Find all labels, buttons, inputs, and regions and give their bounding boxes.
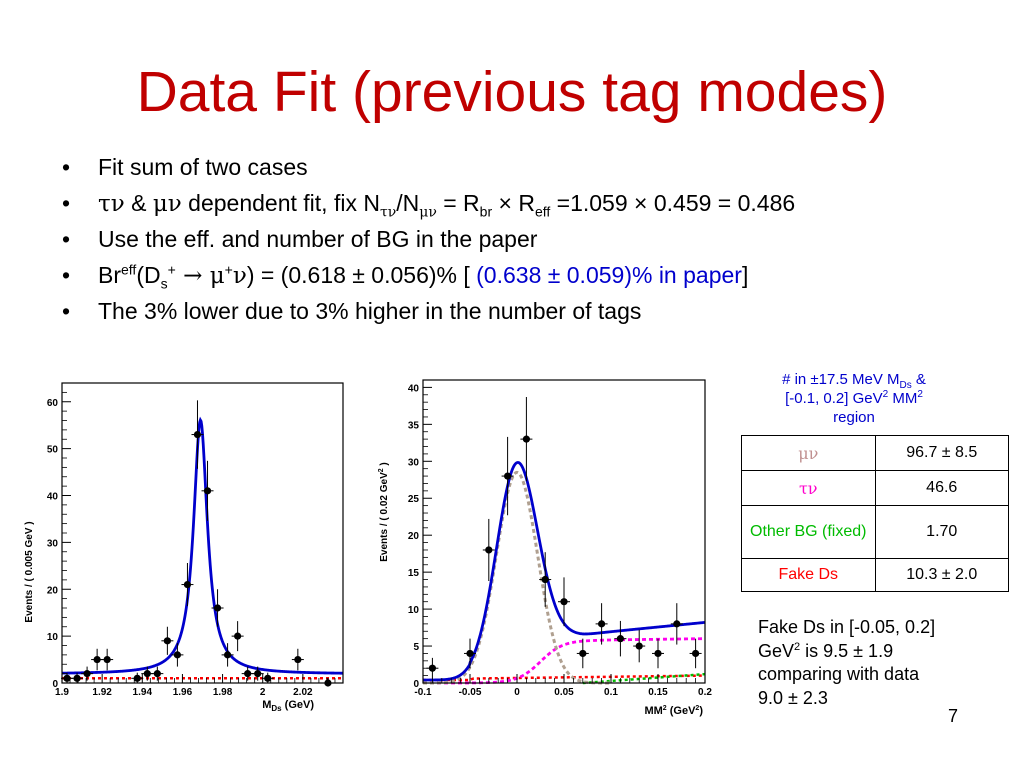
data-point [201,460,214,521]
data-point [101,648,114,671]
data-point [181,563,194,607]
table-row: μν 96.7 ± 8.5 [741,435,1009,471]
row-value: 10.3 ± 2.0 [874,558,1009,592]
x-tick-label: 0 [514,687,520,698]
data-point [131,672,144,683]
data-point [231,621,244,652]
data-point [81,666,94,681]
row-label-tau-nu: τν [741,470,876,506]
other-bg-curve [582,672,706,685]
yield-table: μν 96.7 ± 8.5 τν 46.6 Other BG (fixed) 1… [741,435,1009,592]
y-tick-label: 40 [47,492,59,503]
y-axis-label: Events / ( 0.005 GeV ) [24,521,35,622]
y-tick-label: 30 [47,538,59,549]
data-point [633,629,646,663]
slide-title: Data Fit (previous tag modes) [136,60,888,124]
data-point [670,603,683,645]
x-tick-label: 2.02 [293,687,313,698]
y-tick-label: 40 [408,383,420,394]
data-point [501,436,514,516]
x-tick-label: 0.05 [554,687,574,698]
row-label-fake-ds: Fake Ds [741,558,876,592]
table-row: Fake Ds 10.3 ± 2.0 [741,558,1009,592]
x-tick-label: 0.1 [604,687,618,698]
mds-fit-plot: 1.9 1.92 1.94 1.96 1.98 2 2.02 0 10 20 30 40 50 60 E… [10,372,350,722]
y-tick-label: 25 [408,494,420,505]
total-fit-curve [422,461,706,682]
x-tick-label: 1.94 [133,687,153,698]
data-point [251,666,264,681]
data-point [652,638,664,669]
data-point [161,626,174,655]
bullet-lower-tags: The 3% lower due to 3% higher in the num… [62,294,795,330]
y-tick-label: 20 [408,531,420,542]
data-point [426,657,439,679]
data-point [558,577,570,627]
data-point [576,638,589,669]
data-point [61,672,74,683]
data-point [291,648,304,671]
y-tick-label: 5 [413,642,419,653]
data-point [211,589,224,627]
data-point [191,400,204,469]
table-row: τν 46.6 [741,470,1009,506]
y-tick-label: 30 [408,457,420,468]
x-tick-label: -0.1 [414,687,432,698]
y-tick-label: 50 [47,445,59,456]
data-point [261,672,274,683]
x-tick-label: 1.92 [92,687,112,698]
plot-frame [422,379,706,684]
signal-fit-curve [61,416,344,675]
x-axis-label: MM2 (GeV2) [644,705,703,717]
row-label-other-bg: Other BG (fixed) [741,505,876,559]
mu-nu-curve [423,470,611,685]
data-point [464,638,476,669]
bullet-list: Fit sum of two cases τν & μν dependent f… [62,150,795,330]
data-point [91,648,104,671]
row-value: 46.6 [874,470,1009,506]
data-point [689,638,702,669]
y-tick-label: 20 [47,585,59,596]
y-tick-label: 35 [408,420,420,431]
y-axis-label: Events / ( 0.02 GeV2 ) [378,462,390,562]
y-tick-label: 0 [52,679,58,690]
x-axis-label: MDs (GeV) [262,699,314,713]
y-tick-label: 15 [408,568,420,579]
bullet-use-eff: Use the eff. and number of BG in the pap… [62,222,795,258]
data-point [241,666,254,681]
table-row: Other BG (fixed) 1.70 [741,505,1009,559]
y-tick-label: 10 [408,605,420,616]
y-tick-label: 60 [47,398,59,409]
x-tick-label: 0.15 [648,687,668,698]
bullet-dependent-fit: τν & μν dependent fit, fix Nτν/Nμν = Rbr… [62,186,795,223]
y-tick-label: 0 [413,679,419,690]
data-point [614,620,627,657]
bullet-fit-sum: Fit sum of two cases [62,150,795,186]
data-point [141,666,154,681]
y-tick-label: 10 [47,632,59,643]
data-point [151,666,164,681]
region-note: # in ±17.5 MeV MDs & [-0.1, 0.2] GeV2 MM… [782,371,926,426]
page-number: 7 [948,706,959,726]
row-label-mu-nu: μν [741,435,876,471]
data-point [520,396,533,482]
mm2-fit-plot: -0.1 -0.05 0 0.05 0.1 0.15 0.2 0 5 10 15 20 25 30 35 4… [375,372,720,722]
data-point [71,672,84,683]
row-value: 1.70 [874,505,1009,559]
data-point [539,552,552,607]
x-tick-label: 2 [260,687,266,698]
bullet-branching-fraction: Breff(Ds+ → μ+ν) = (0.618 ± 0.056)% [ (0… [62,258,795,295]
row-value: 96.7 ± 8.5 [874,435,1009,471]
x-tick-label: 1.98 [213,687,233,698]
paper-value: (0.638 ± 0.059)% in paper [476,261,742,288]
x-tick-label: 0.2 [698,687,712,698]
x-tick-label: 1.96 [173,687,193,698]
x-tick-label: 1.9 [55,687,69,698]
fake-ds-note: Fake Ds in [-0.05, 0.2] GeV2 is 9.5 ± 1.… [758,617,936,708]
data-point [482,518,495,582]
data-point [221,643,234,667]
data-point [595,603,608,645]
data-point [171,643,184,667]
x-tick-label: -0.05 [459,687,482,698]
